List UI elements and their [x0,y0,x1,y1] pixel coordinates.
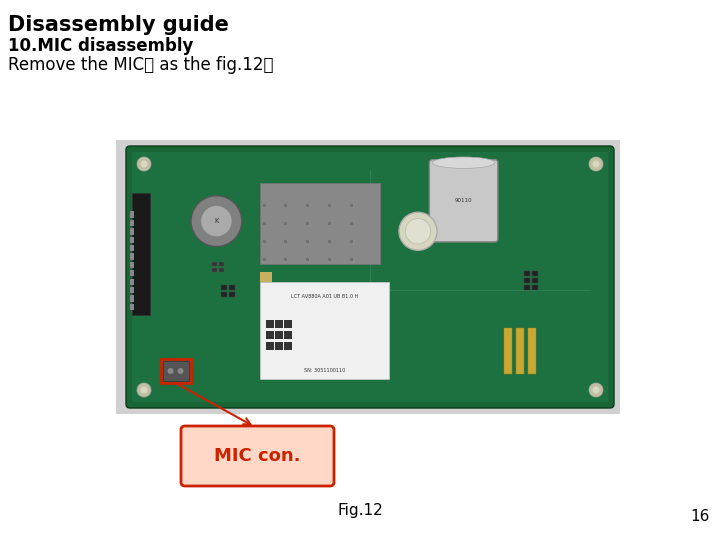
Bar [350,240,353,243]
Circle shape [140,160,148,167]
Circle shape [593,160,600,167]
Bar [523,271,530,276]
Bar [328,240,331,243]
Circle shape [399,212,437,251]
Bar [350,222,353,225]
Bar [284,342,292,349]
Bar [128,234,150,315]
Bar [284,320,292,328]
Ellipse shape [433,157,495,168]
Bar [263,222,266,225]
Bar [523,278,530,283]
FancyBboxPatch shape [429,160,498,242]
Bar [212,262,217,266]
Bar [274,342,283,349]
Bar [221,285,228,291]
Bar [531,285,538,289]
Bar [264,221,276,231]
Bar [130,220,134,226]
Text: 16: 16 [690,509,710,524]
Bar [130,295,134,302]
Circle shape [405,219,431,244]
Circle shape [137,157,151,171]
Bar [260,183,379,264]
Bar [306,204,309,207]
Text: Disassembly guide: Disassembly guide [8,15,229,35]
Bar [130,270,134,276]
Bar [328,222,331,225]
Bar [132,193,150,315]
Circle shape [589,383,603,397]
Bar [523,285,530,289]
Circle shape [178,368,184,374]
Bar [219,262,224,266]
Bar [350,204,353,207]
Bar [306,258,309,261]
Bar [284,204,287,207]
Bar [263,204,266,207]
Bar [284,222,287,225]
Bar [284,240,287,243]
Bar [130,253,134,260]
Bar [263,240,266,243]
Text: Fig.12: Fig.12 [337,503,383,518]
Circle shape [589,157,603,171]
Bar [306,240,309,243]
Bar [221,292,228,298]
Bar [260,282,390,379]
Bar [130,228,134,234]
FancyBboxPatch shape [132,152,608,402]
Bar [274,320,283,328]
Bar [266,320,274,328]
Text: LCT AV880A A01 UB B1.0 H: LCT AV880A A01 UB B1.0 H [291,294,358,299]
Bar [266,342,274,349]
Circle shape [593,387,600,394]
Circle shape [168,368,174,374]
Bar [130,245,134,251]
Bar [274,330,283,339]
Bar [531,278,538,283]
Bar [229,292,235,298]
Bar [505,328,513,374]
Text: 10.MIC disassembly: 10.MIC disassembly [8,37,194,55]
Bar [219,268,224,272]
Bar [263,258,266,261]
Bar [163,361,189,381]
Bar [516,328,524,374]
Bar [266,330,274,339]
Circle shape [137,383,151,397]
Bar [130,262,134,268]
Bar [284,258,287,261]
Bar [350,258,353,261]
Circle shape [140,387,148,394]
FancyBboxPatch shape [181,426,334,486]
Bar [130,303,134,310]
FancyBboxPatch shape [126,146,614,408]
Circle shape [201,206,232,237]
Text: SN: 3051100110: SN: 3051100110 [304,368,345,373]
Bar [212,268,217,272]
Bar [528,328,536,374]
Bar [328,204,331,207]
Bar [284,330,292,339]
Bar [116,140,620,414]
Bar [161,359,191,383]
Bar [328,258,331,261]
Bar [130,212,134,218]
Bar [260,272,271,282]
Bar [130,287,134,293]
Bar [306,222,309,225]
Text: K: K [214,218,219,224]
Circle shape [191,195,242,247]
Text: MIC con.: MIC con. [215,447,301,465]
Bar [130,237,134,243]
Bar [229,285,235,291]
Text: 90110: 90110 [455,198,472,203]
Text: Remove the MIC， as the fig.12；: Remove the MIC， as the fig.12； [8,56,274,74]
Bar [531,271,538,276]
Bar [130,279,134,285]
